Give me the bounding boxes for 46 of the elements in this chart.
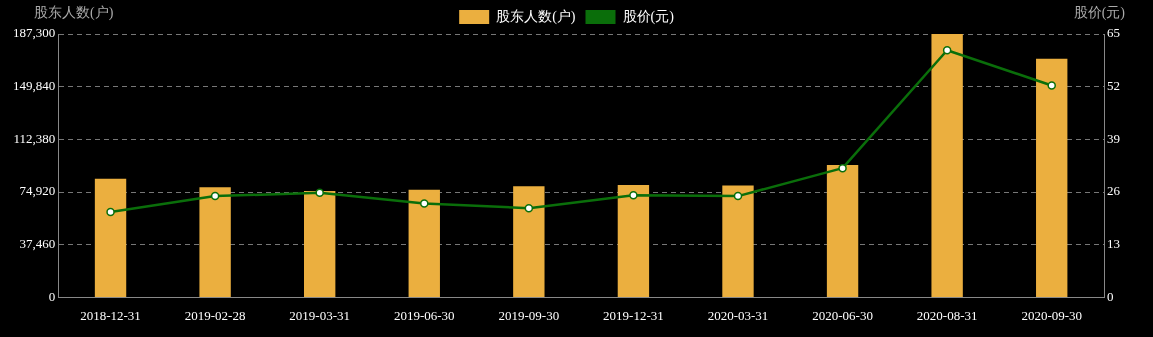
- point: [733, 191, 743, 201]
- bar: [826, 165, 859, 297]
- bar: [408, 189, 440, 297]
- y-tick-label: 149,840: [13, 78, 56, 94]
- y-tick-label: 187,300: [13, 25, 56, 41]
- x-tick-label: 2019-02-28: [184, 307, 246, 323]
- y2-tick-label: 52: [1107, 78, 1120, 94]
- y2-tick-label: 39: [1107, 130, 1120, 146]
- point: [838, 163, 847, 173]
- point: [1047, 81, 1056, 90]
- legend-label: 股东人数(户): [496, 8, 576, 25]
- bar: [1036, 58, 1068, 297]
- point: [315, 188, 324, 198]
- x-tick-label: 2020-09-30: [1021, 307, 1083, 323]
- x-tick-label: 2019-06-30: [393, 307, 455, 323]
- x-tick-label: 2019-09-30: [498, 307, 560, 323]
- point: [629, 191, 638, 200]
- y2-axis-title: 股价(元): [1073, 4, 1126, 21]
- bar: [722, 185, 754, 297]
- y-tick-label: 112,380: [13, 130, 56, 146]
- y2-tick-label: 65: [1107, 25, 1120, 41]
- x-tick-label: 2020-03-31: [707, 307, 769, 323]
- bar: [304, 191, 336, 297]
- y-tick-label: 37,460: [19, 236, 56, 252]
- y-tick-label: 0: [48, 288, 56, 304]
- bar: [617, 184, 650, 297]
- bar: [931, 34, 963, 297]
- y2-tick-label: 0: [1107, 288, 1114, 304]
- bar: [513, 186, 545, 297]
- x-tick-label: 2018-12-31: [80, 307, 141, 323]
- bar: [199, 187, 231, 297]
- legend-label: 股价(元): [622, 8, 675, 25]
- x-tick-label: 2019-03-31: [289, 307, 351, 323]
- y2-tick-label: 26: [1107, 183, 1121, 199]
- bar: [94, 178, 127, 297]
- point: [524, 204, 534, 213]
- y-tick-label: 74,920: [19, 183, 56, 199]
- y2-tick-label: 13: [1107, 236, 1120, 252]
- x-tick-label: 2020-06-30: [812, 307, 873, 323]
- point: [210, 191, 220, 201]
- point: [106, 207, 115, 217]
- y-axis-title: 股东人数(户): [34, 4, 114, 21]
- point: [420, 199, 429, 208]
- x-tick-label: 2019-12-31: [603, 307, 664, 323]
- x-tick-label: 2020-08-31: [916, 307, 978, 323]
- point: [942, 45, 952, 55]
